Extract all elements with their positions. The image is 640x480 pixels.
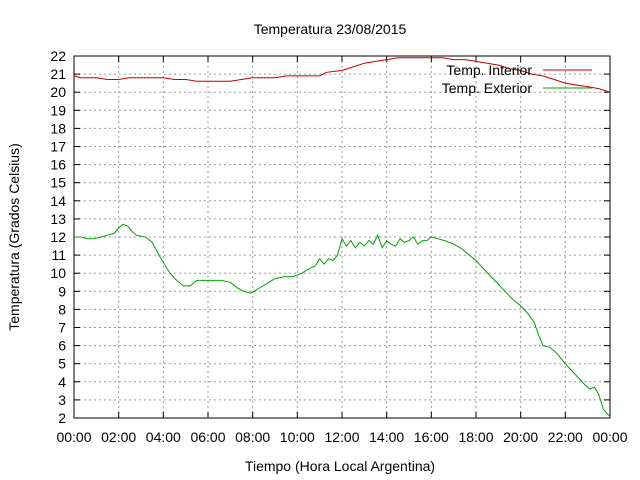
legend-label: Temp. Interior bbox=[446, 62, 532, 78]
chart-title: Temperatura 23/08/2015 bbox=[254, 21, 407, 37]
legend-label: Temp. Exterior bbox=[442, 80, 533, 96]
legend: Temp. Interior Temp. Exterior bbox=[442, 62, 592, 96]
y-tick-label: 8 bbox=[58, 301, 66, 317]
y-tick-label: 17 bbox=[50, 139, 66, 155]
y-tick-label: 2 bbox=[58, 410, 66, 426]
x-tick-label: 04:00 bbox=[146, 429, 181, 445]
x-tick-label: 10:00 bbox=[280, 429, 315, 445]
y-tick-label: 20 bbox=[50, 84, 66, 100]
y-tick-label: 18 bbox=[50, 120, 66, 136]
y-tick-label: 13 bbox=[50, 211, 66, 227]
y-tick-label: 12 bbox=[50, 229, 66, 245]
axis-ticks: 2 3 4 5 6 7 8 9 10 11 12 13 14 15 16 17 18 19 20 21 22 00:00 0… bbox=[50, 48, 627, 445]
y-tick-label: 4 bbox=[58, 374, 66, 390]
series-lines bbox=[73, 57, 611, 417]
y-tick-label: 11 bbox=[51, 247, 66, 263]
y-tick-label: 19 bbox=[50, 102, 66, 118]
y-axis-label: Temperatura (Grados Celsius) bbox=[6, 143, 22, 331]
y-tick-label: 10 bbox=[50, 265, 66, 281]
x-tick-label: 12:00 bbox=[324, 429, 359, 445]
x-tick-label: 02:00 bbox=[101, 429, 136, 445]
x-tick-label: 00:00 bbox=[56, 429, 91, 445]
x-tick-label: 22:00 bbox=[548, 429, 583, 445]
y-tick-label: 21 bbox=[50, 66, 66, 82]
y-tick-label: 22 bbox=[50, 48, 66, 64]
y-tick-label: 14 bbox=[50, 193, 66, 209]
series-line-exterior bbox=[74, 223, 611, 417]
grid bbox=[74, 56, 610, 418]
y-tick-label: 5 bbox=[58, 356, 66, 372]
y-tick-label: 3 bbox=[58, 392, 66, 408]
y-tick-label: 6 bbox=[58, 338, 66, 354]
x-tick-label: 16:00 bbox=[414, 429, 449, 445]
x-tick-label: 14:00 bbox=[369, 429, 404, 445]
y-tick-label: 16 bbox=[50, 157, 66, 173]
x-tick-label: 20:00 bbox=[503, 429, 538, 445]
x-tick-label: 06:00 bbox=[190, 429, 225, 445]
x-tick-label: 08:00 bbox=[235, 429, 270, 445]
x-tick-label: 18:00 bbox=[458, 429, 493, 445]
series-line-interior bbox=[73, 57, 611, 93]
y-tick-label: 7 bbox=[58, 320, 66, 336]
x-tick-label: 00:00 bbox=[592, 429, 627, 445]
y-tick-label: 9 bbox=[58, 283, 66, 299]
y-tick-label: 15 bbox=[50, 175, 66, 191]
x-axis-label: Tiempo (Hora Local Argentina) bbox=[245, 458, 435, 474]
